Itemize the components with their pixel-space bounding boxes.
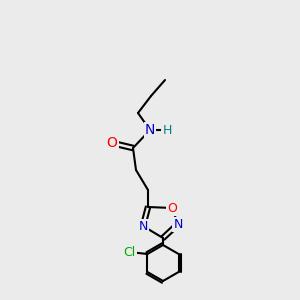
Text: O: O [106,136,117,150]
Text: Cl: Cl [123,245,136,259]
Text: N: N [145,123,155,137]
Text: N: N [138,220,148,232]
Text: N: N [173,218,183,230]
Text: O: O [167,202,177,214]
Text: H: H [162,124,172,136]
